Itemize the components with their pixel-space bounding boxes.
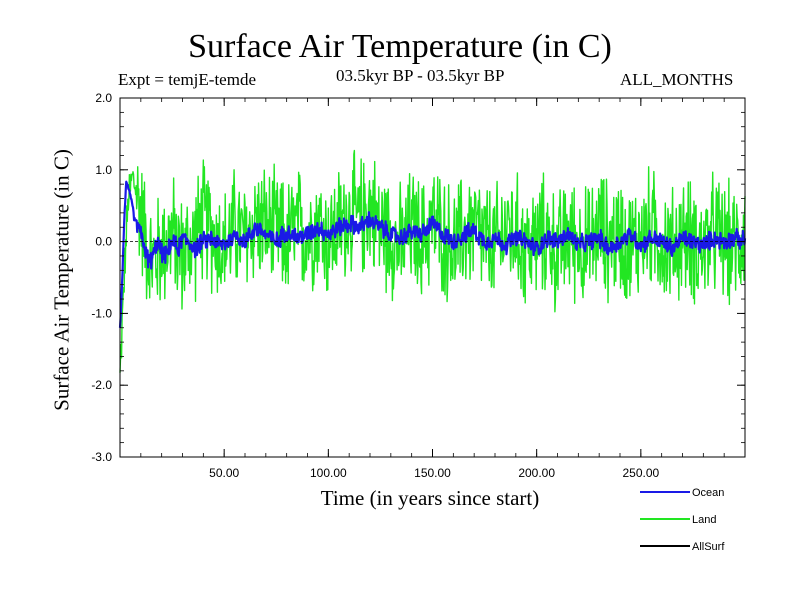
series-layer (118, 149, 747, 373)
y-tick-label: 2.0 (95, 91, 112, 105)
chart-title: Surface Air Temperature (in C) (188, 28, 612, 65)
x-tick-label: 150.00 (414, 466, 451, 480)
x-tick-label: 50.00 (209, 466, 239, 480)
x-tick-label: 100.00 (310, 466, 347, 480)
ticks-layer: 2.0 1.0 0.0 -1.0 -2.0 -3.0 50.00 100.00 150.00 20… (91, 91, 745, 480)
months-label: ALL_MONTHS (620, 70, 734, 89)
series-line-ocean (118, 180, 747, 328)
legend: Ocean Land AllSurf (640, 487, 725, 553)
x-tick-label: 200.00 (518, 466, 555, 480)
y-tick-label: 0.0 (95, 235, 112, 249)
y-tick-label: -2.0 (91, 378, 112, 392)
x-tick-label: 250.00 (622, 466, 659, 480)
legend-label-ocean: Ocean (692, 487, 724, 499)
series-line-land (119, 149, 746, 373)
x-axis-label: Time (in years since start) (320, 486, 540, 510)
period-label: 03.5kyr BP - 03.5kyr BP (336, 66, 505, 85)
y-tick-label: -3.0 (91, 450, 112, 464)
y-tick-label: 1.0 (95, 163, 112, 177)
legend-label-land: Land (692, 514, 716, 526)
legend-label-allsurf: AllSurf (692, 541, 725, 553)
experiment-label: Expt = temjE-temde (118, 70, 256, 89)
y-tick-label: -1.0 (91, 306, 112, 320)
